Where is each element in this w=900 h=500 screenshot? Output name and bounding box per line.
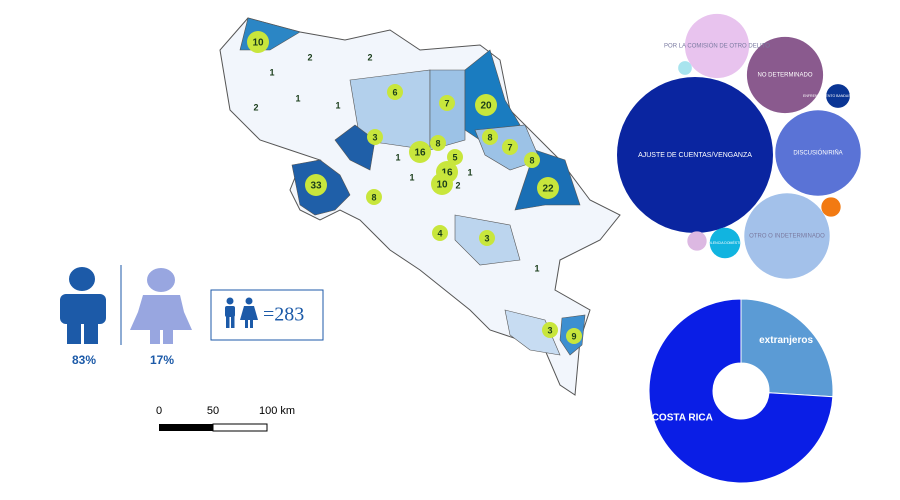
map-marker [430,135,446,151]
map-marker [366,189,382,205]
bubble [684,13,750,79]
scale-tick: 50 [207,405,219,417]
map-label: 20 [480,101,492,112]
bubble [821,197,841,217]
bubble [744,193,830,279]
map-label: 1 [467,167,472,177]
slice-label: COSTA RICA [652,413,713,424]
map-label: 16 [414,148,426,159]
map-marker [542,322,558,338]
map-label: 2 [367,52,372,62]
people-icon [225,297,258,328]
donut-slice [740,298,834,398]
bubble-label: ENFRENTAMIENTO BANDAS CRIMINALES [803,94,874,98]
map-marker [439,95,455,111]
map-label: 2 [455,180,460,190]
region [504,309,561,356]
map-label: 3 [547,325,552,335]
map-label: 2 [307,52,312,62]
map-marker [409,141,431,163]
bubble-label: DISCUSIÓN/RIÑA [793,150,842,157]
female-percent: 17% [150,353,174,367]
donut-chart: extranjeros COSTA RICA [648,298,834,484]
map-label: 16 [441,168,453,179]
map-label: 9 [571,331,576,341]
map-label: 7 [444,98,449,108]
bubble [678,61,692,75]
map-label: 1 [409,172,414,182]
map-marker [475,94,497,116]
bubble-label: VIOLENCIA DOMÉSTICA [705,240,746,245]
bubble [775,110,861,196]
male-percent: 83% [72,353,96,367]
map-label: 1 [534,263,539,273]
scale-bar: 0 50 100 km [156,405,295,432]
map-label: 3 [372,132,377,142]
bubble [617,77,773,233]
scale-segment [212,423,268,432]
bubble-label: AJUSTE DE CUENTAS/VENGANZA [638,152,752,159]
map-label: 8 [487,132,492,142]
map-label: 6 [392,87,397,97]
map-marker [247,31,269,53]
region [334,124,376,171]
scale-tick: 100 km [259,405,295,417]
map-marker [537,177,559,199]
scale-segment [159,424,213,431]
map-label: 8 [529,155,534,165]
map-label: 7 [507,142,512,152]
bubble-chart: AJUSTE DE CUENTAS/VENGANZA NO DETERMINADO… [617,13,874,279]
map-label: 8 [435,138,440,148]
male-icon [60,267,106,344]
map-marker [502,139,518,155]
bubble-label: POR LA COMISIÓN DE OTRO DELITO [664,43,770,50]
bubble [687,231,707,251]
total-count: =283 [263,304,304,326]
map-label: 1 [295,93,300,103]
bubble [746,36,824,114]
map-label: 33 [310,181,322,192]
map-label: 2 [253,102,258,112]
map-label: 4 [437,228,442,238]
map-label: 8 [371,192,376,202]
map-marker [447,149,463,165]
map-label: 1 [395,152,400,162]
map-label: 1 [269,67,274,77]
map-label: 1 [335,100,340,110]
scale-tick: 0 [156,405,162,417]
map-marker [305,174,327,196]
bubble-label: NO DETERMINADO [757,73,812,79]
region [464,49,521,141]
map-marker [387,84,403,100]
gender-stats: 83% 17% =283 [60,265,324,367]
bubble [826,84,850,108]
slice-label: extranjeros [759,335,813,346]
map-marker [524,152,540,168]
map-label: 22 [542,184,554,195]
map-marker [482,129,498,145]
map-marker [566,328,582,344]
map-label: 5 [452,152,457,162]
map-marker [432,225,448,241]
map-marker [367,129,383,145]
female-icon [130,268,192,344]
bubble [709,227,741,259]
bubble-label: OTRO O INDETERMINADO [749,234,825,240]
map-marker [479,230,495,246]
map-marker [431,173,453,195]
map-label: 3 [484,233,489,243]
map-label: 10 [252,38,264,49]
donut-slice [648,298,834,484]
map-label: 10 [436,180,448,191]
